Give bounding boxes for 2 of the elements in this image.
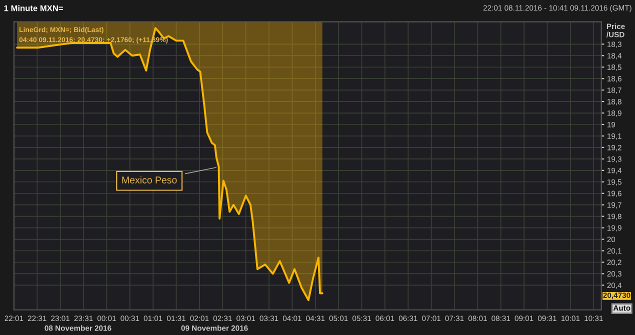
chart-title: 1 Minute MXN= [4, 5, 63, 12]
annotation: Mexico Peso [122, 176, 177, 184]
